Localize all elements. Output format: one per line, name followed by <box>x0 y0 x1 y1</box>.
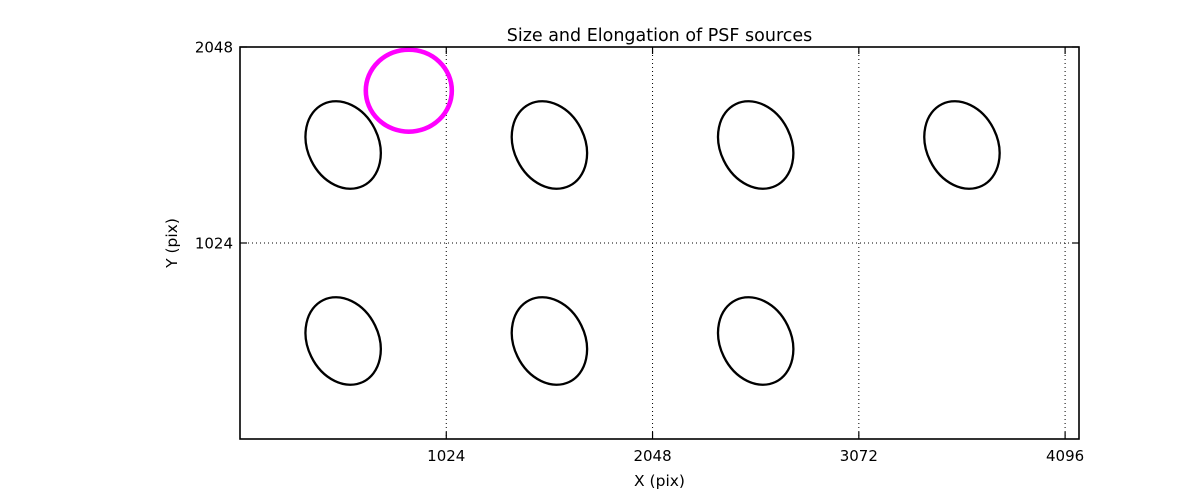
psf-ellipse <box>304 296 382 386</box>
chart-title: Size and Elongation of PSF sources <box>507 26 813 46</box>
psf-ellipse <box>510 296 589 386</box>
y-tick-label-2048: 2048 <box>195 39 233 57</box>
psf-ellipses <box>304 47 1001 386</box>
y-axis-label: Y (pix) <box>163 218 181 269</box>
axes-border-group <box>239 46 1080 440</box>
x-tick-label-3072: 3072 <box>840 447 878 465</box>
psf-ellipse <box>510 100 589 190</box>
gridlines <box>240 46 1079 439</box>
y-tick-label-1024: 1024 <box>195 235 233 253</box>
psf-ellipse <box>304 100 382 190</box>
highlighted-psf-ellipse <box>363 47 455 134</box>
psf-ellipse <box>716 296 795 386</box>
x-axis-label: X (pix) <box>634 472 685 490</box>
tick-labels: 1024 2048 3072 4096 1024 2048 <box>195 39 1084 466</box>
psf-ellipse <box>923 100 1001 190</box>
axes-border <box>239 46 1080 440</box>
psf-ellipse <box>716 100 795 190</box>
x-tick-label-2048: 2048 <box>633 447 671 465</box>
x-tick-label-4096: 4096 <box>1046 447 1084 465</box>
x-tick-label-1024: 1024 <box>427 447 465 465</box>
